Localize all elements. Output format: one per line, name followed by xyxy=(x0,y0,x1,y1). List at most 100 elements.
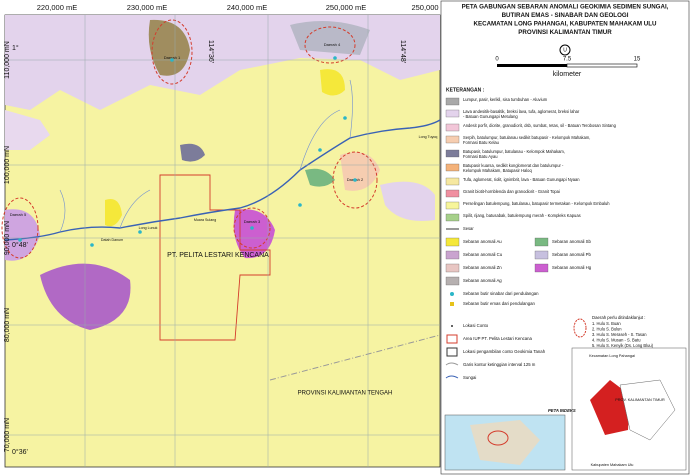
concession-boundary xyxy=(159,174,271,341)
legend-swatch xyxy=(445,263,460,273)
target-area-outline xyxy=(1,197,39,259)
sample-point xyxy=(138,230,142,234)
province-label: PROVINSI KALIMANTAN TENGAH xyxy=(298,391,393,397)
legend-label: Area IUP PT. Pelita Lestari Kencana xyxy=(463,336,533,341)
latitude-label: 1° xyxy=(12,44,19,52)
legend-symbol xyxy=(573,318,587,338)
legend-swatch xyxy=(534,237,549,247)
legend-symbol xyxy=(451,325,453,327)
scale-bar xyxy=(566,63,638,68)
legend-label: Sebaran butir sinabar dari pendulangan xyxy=(463,291,539,296)
area-label: Daerah 1 xyxy=(164,55,181,60)
target-area-outline xyxy=(233,207,271,249)
legend-label: 3. Hulu S. Meraseh - S. Tasan xyxy=(592,332,647,337)
province-border xyxy=(269,334,441,381)
title-line: PETA GABUNGAN SEBARAN ANOMALI GEOKIMIA S… xyxy=(462,4,669,11)
sandstone-unit xyxy=(290,21,370,55)
legend-label: 2. Hulu S. Bulun xyxy=(592,327,622,332)
inset-label: Kabupaten Mahakam Ulu xyxy=(591,463,634,467)
scale-unit: kilometer xyxy=(553,71,582,78)
legend-label: 4. Hulu S. Musan - S. Batu xyxy=(592,338,640,343)
sample-point xyxy=(298,203,302,207)
legend-label: Lokasi pengambilan conto Geokimia Tanah xyxy=(463,349,546,354)
area-label: Daerah 3 xyxy=(244,219,261,224)
north-label: U xyxy=(563,47,567,53)
legend-label: Kelompok Mahakam, Batupasir Haloq xyxy=(463,168,532,173)
sample-point xyxy=(18,238,22,242)
legend-label: Andesit porfir, diorite, granodiorit, ds… xyxy=(463,123,617,128)
target-area-outline xyxy=(151,19,193,85)
legend-swatch xyxy=(445,201,460,210)
y-axis-label: 90,000 mN xyxy=(4,221,11,255)
sample-point xyxy=(318,148,322,152)
legend-symbol xyxy=(445,362,459,366)
legend-label: Lokasi Conto xyxy=(463,323,489,328)
legend-label: Sebaran anomali Sb xyxy=(552,239,592,244)
river xyxy=(4,119,441,241)
longitude-label: 114°48' xyxy=(399,40,407,63)
legend-symbol xyxy=(446,334,458,344)
sample-point xyxy=(333,56,337,60)
legend-symbol xyxy=(445,375,459,379)
sample-point xyxy=(90,243,94,247)
legend-label: Sebaran butir emas dari pendulangan xyxy=(463,301,536,306)
legend-label: Lava andesitik-basaltik, breksi lava, tu… xyxy=(463,109,580,114)
x-axis-label: 250,000 mE xyxy=(326,3,366,12)
legend-label: Sebaran anomali Zn xyxy=(463,265,502,270)
legend-label: Formasi Batu Kelau xyxy=(463,140,499,145)
legend-swatch xyxy=(534,263,549,273)
sample-point xyxy=(170,58,174,62)
regency-shape xyxy=(590,380,630,435)
legend-label: Lumpur, pasir, kerikil, sisa tumbuhan - … xyxy=(463,97,548,102)
volcanic-unit xyxy=(5,110,50,150)
legend-label: Sebaran anomali Hg xyxy=(552,265,592,270)
legend-swatch xyxy=(445,177,460,186)
inset-locator xyxy=(487,430,509,446)
legend-swatch xyxy=(534,250,549,260)
sample-point xyxy=(343,116,347,120)
inset-title: PETA INDEKS xyxy=(548,408,576,413)
legend-label: 1. Hulu S. Buan xyxy=(592,321,621,326)
legend-label: Tufa, aglomerat, riolit, ignimbrit, lava… xyxy=(463,177,580,182)
north-arrow xyxy=(559,44,571,56)
legend-label: Granit biotit-hornblenda dan granodiorit… xyxy=(463,189,560,194)
sb-anomaly xyxy=(305,168,335,187)
legend-label: - Batuan Gunungapi Metulang xyxy=(463,114,518,119)
x-axis-label: 240,000 mE xyxy=(227,3,267,12)
legend-label: Spilit, rijang, batusabak, batulempung m… xyxy=(463,213,581,218)
legend-heading: KETERANGAN : xyxy=(446,87,485,93)
legend-swatch xyxy=(445,109,460,118)
legend-label: Batupasir, batulumpur, batulanau - Kelom… xyxy=(463,149,565,154)
legend-swatch xyxy=(445,189,460,198)
legend-label: Formasi Batu Ayau xyxy=(463,154,498,159)
legend-label: Sebaran anomali Ag xyxy=(463,278,502,283)
village-label: Long Tuyoq xyxy=(419,135,438,139)
legend-label: Serpih, batulumpur, batulanau sedikit ba… xyxy=(463,135,590,140)
title-line: PROVINSI KALIMANTAN TIMUR xyxy=(518,29,612,36)
intrusive-unit xyxy=(148,19,190,76)
x-axis-label: 220,000 mE xyxy=(37,3,77,12)
legend-swatch xyxy=(445,250,460,260)
y-axis-label: 80,000 mN xyxy=(4,308,11,342)
y-axis-label: 70,000 mN xyxy=(4,418,11,452)
legend-symbol xyxy=(450,292,454,296)
village-label: Muara Sulang xyxy=(194,218,216,222)
sample-point xyxy=(250,226,254,230)
legend-label: Daerah perlu ditindaklanjut : xyxy=(592,315,646,320)
village-label: Datah Danum xyxy=(101,238,123,242)
concession-label: PT. PELITA LESTARI KENCANA xyxy=(167,252,269,259)
latitude-label: 0°48' xyxy=(12,241,28,249)
inset-label: Kecamatan Long Pahangai xyxy=(589,354,635,358)
legend-symbol xyxy=(446,347,458,357)
longitude-label: 114°36' xyxy=(207,40,215,63)
legend-label: 5. Hulu S. Kenyik (Ds. Long Bluu) xyxy=(592,343,654,348)
target-area-outline xyxy=(332,151,378,209)
legend-label: Sebaran anomali Au xyxy=(463,239,502,244)
volcanic-unit xyxy=(380,181,435,221)
area-label: Daerah 5 xyxy=(10,212,27,217)
legend-label: Sungai xyxy=(463,375,476,380)
legend-swatch xyxy=(445,213,460,222)
village-label: Long Lunuk xyxy=(139,226,158,230)
legend-swatch xyxy=(445,135,460,144)
legend-label: Sebaran anomali Pb xyxy=(552,252,592,257)
